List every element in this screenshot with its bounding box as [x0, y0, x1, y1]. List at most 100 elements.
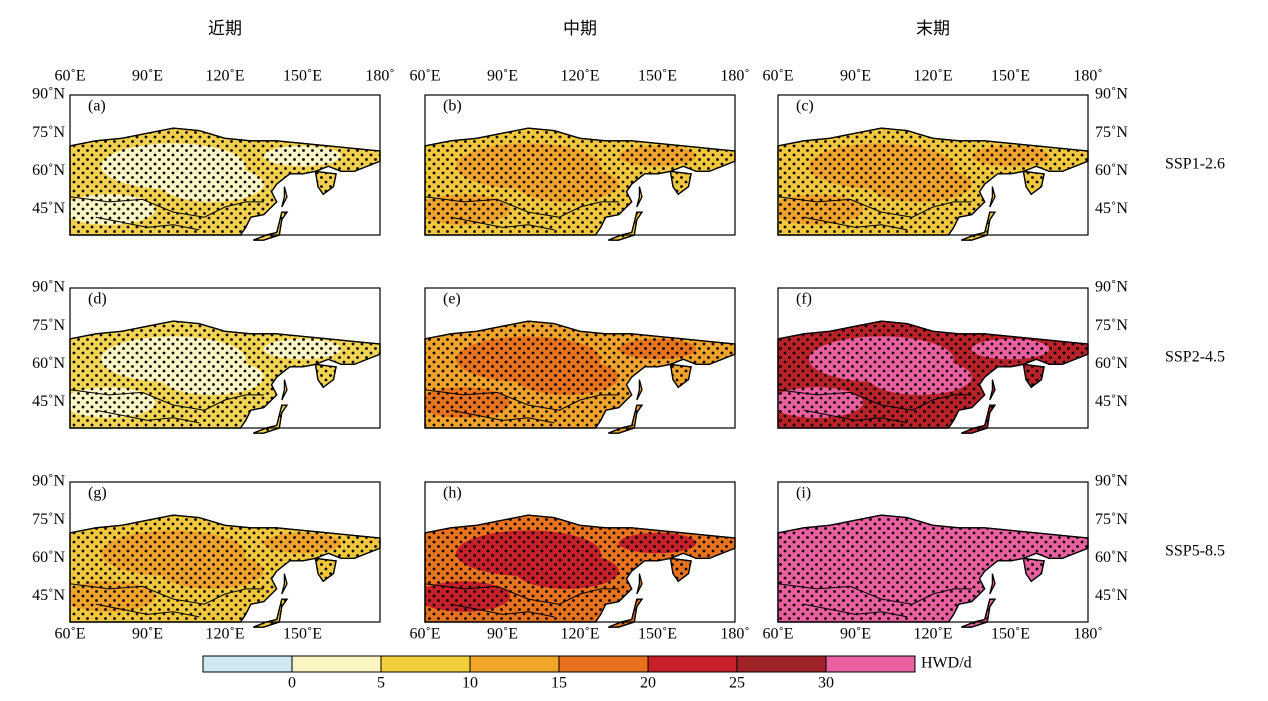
lat-label: 45˚N [1095, 587, 1128, 604]
significance-dots [608, 211, 644, 241]
colorbar-box [380, 655, 471, 673]
significance-dots [314, 363, 337, 389]
border [95, 216, 200, 231]
column-title: 末期 [916, 19, 950, 38]
colorbar-tick-label: 10 [462, 675, 478, 692]
land [281, 379, 288, 401]
panel-label: (e) [443, 291, 461, 308]
lon-label: 180˚ [365, 68, 394, 85]
border [450, 603, 555, 618]
land [989, 379, 996, 401]
lat-label: 75˚N [32, 317, 65, 334]
border [424, 196, 619, 218]
panel-label: (c) [796, 98, 814, 115]
significance-dots [608, 598, 644, 628]
significance-dots [1022, 170, 1045, 196]
significance-dots [961, 598, 997, 628]
map-panel [424, 287, 736, 434]
colorbar-tick-label: 30 [818, 675, 834, 692]
colorbar-tick-label: 15 [551, 675, 567, 692]
lon-label: 150˚E [283, 626, 322, 643]
border [803, 216, 908, 231]
row-label: SSP1-2.6 [1165, 156, 1225, 173]
land [989, 186, 996, 208]
lon-label: 180˚ [1073, 626, 1102, 643]
panel-frame [424, 94, 736, 236]
colorbar-box [736, 655, 827, 673]
land [281, 573, 288, 595]
significance-dots [314, 557, 337, 583]
map-panel [777, 481, 1089, 628]
colorbar-tick-label: 25 [729, 675, 745, 692]
border [424, 389, 619, 411]
lon-label: 120˚E [913, 626, 952, 643]
lon-label: 180˚ [1073, 68, 1102, 85]
colorbar-tick-label: 5 [377, 675, 385, 692]
significance-dots [69, 127, 381, 236]
map-panel [69, 481, 381, 628]
lat-label: 90˚N [1095, 86, 1128, 103]
lon-label: 60˚E [54, 626, 85, 643]
land [636, 186, 643, 208]
significance-dots [669, 557, 692, 583]
significance-dots [69, 514, 381, 623]
map-panel [69, 94, 381, 241]
map-panel [424, 94, 736, 241]
significance-dots [669, 170, 692, 196]
lat-label: 60˚N [32, 162, 65, 179]
panel-label: (b) [443, 98, 462, 115]
border [69, 389, 264, 411]
panel-label: (a) [88, 98, 106, 115]
significance-dots [253, 211, 289, 241]
lon-label: 180˚ [720, 626, 749, 643]
lat-label: 60˚N [1095, 355, 1128, 372]
lon-label: 90˚E [487, 626, 518, 643]
border [803, 409, 908, 424]
significance-dots [253, 404, 289, 434]
significance-dots [69, 320, 381, 429]
lat-label: 45˚N [1095, 393, 1128, 410]
panel-label: (i) [796, 485, 811, 502]
column-title: 中期 [563, 19, 597, 38]
lat-label: 90˚N [32, 279, 65, 296]
lon-label: 120˚E [205, 626, 244, 643]
panel-frame [69, 287, 381, 429]
significance-dots [777, 514, 1089, 623]
lat-label: 45˚N [32, 393, 65, 410]
lon-label: 150˚E [638, 68, 677, 85]
colorbar-box [291, 655, 382, 673]
lat-label: 90˚N [1095, 473, 1128, 490]
significance-dots [961, 404, 997, 434]
lat-label: 45˚N [1095, 200, 1128, 217]
lon-label: 90˚E [840, 68, 871, 85]
significance-dots [314, 170, 337, 196]
significance-dots [424, 320, 736, 429]
border [777, 196, 972, 218]
border [777, 389, 972, 411]
map-panel [69, 287, 381, 434]
border [95, 409, 200, 424]
lat-label: 75˚N [32, 124, 65, 141]
border [69, 196, 264, 218]
map-panel [424, 481, 736, 628]
colorbar-tick-label: 20 [640, 675, 656, 692]
colorbar-box [558, 655, 649, 673]
lat-label: 90˚N [32, 86, 65, 103]
lat-label: 90˚N [32, 473, 65, 490]
lat-label: 60˚N [32, 355, 65, 372]
border [450, 409, 555, 424]
lon-label: 90˚E [132, 68, 163, 85]
lat-label: 60˚N [1095, 162, 1128, 179]
border [777, 583, 972, 605]
significance-dots [253, 598, 289, 628]
lon-label: 60˚E [54, 68, 85, 85]
significance-dots [1022, 363, 1045, 389]
lon-label: 90˚E [840, 626, 871, 643]
lat-label: 75˚N [32, 511, 65, 528]
lon-label: 150˚E [991, 68, 1030, 85]
column-title: 近期 [208, 19, 242, 38]
panel-label: (f) [796, 291, 812, 308]
map-panel [777, 287, 1089, 434]
land [636, 573, 643, 595]
